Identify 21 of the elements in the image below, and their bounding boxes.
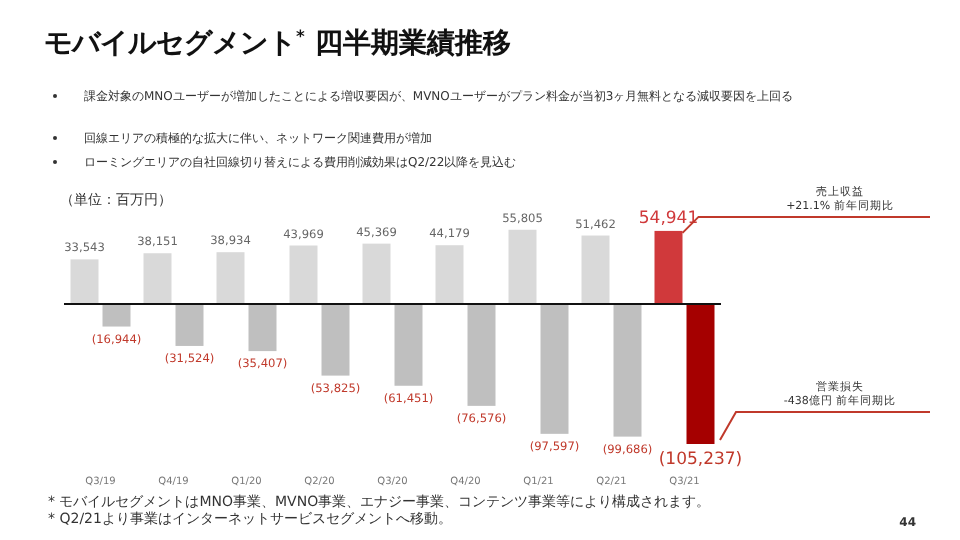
bar [394, 304, 423, 386]
bar [175, 304, 204, 346]
bar [581, 235, 610, 304]
bar [143, 253, 172, 304]
bar [248, 304, 277, 352]
data-label: (105,237) [658, 450, 743, 470]
bar [102, 304, 131, 327]
bar [289, 245, 318, 304]
bar [613, 304, 642, 437]
bar [654, 230, 683, 304]
chart-title: モバイルセグメント$^{*}$ 四半期業績推移 [44, 26, 511, 60]
bar [70, 259, 99, 304]
bar [321, 304, 350, 376]
bar [686, 304, 715, 444]
bar [216, 252, 245, 304]
bar [467, 304, 496, 406]
data-label: 54,941 [638, 208, 699, 229]
bar [362, 243, 391, 304]
bar [508, 229, 537, 304]
bar [435, 245, 464, 304]
bar [540, 304, 569, 434]
